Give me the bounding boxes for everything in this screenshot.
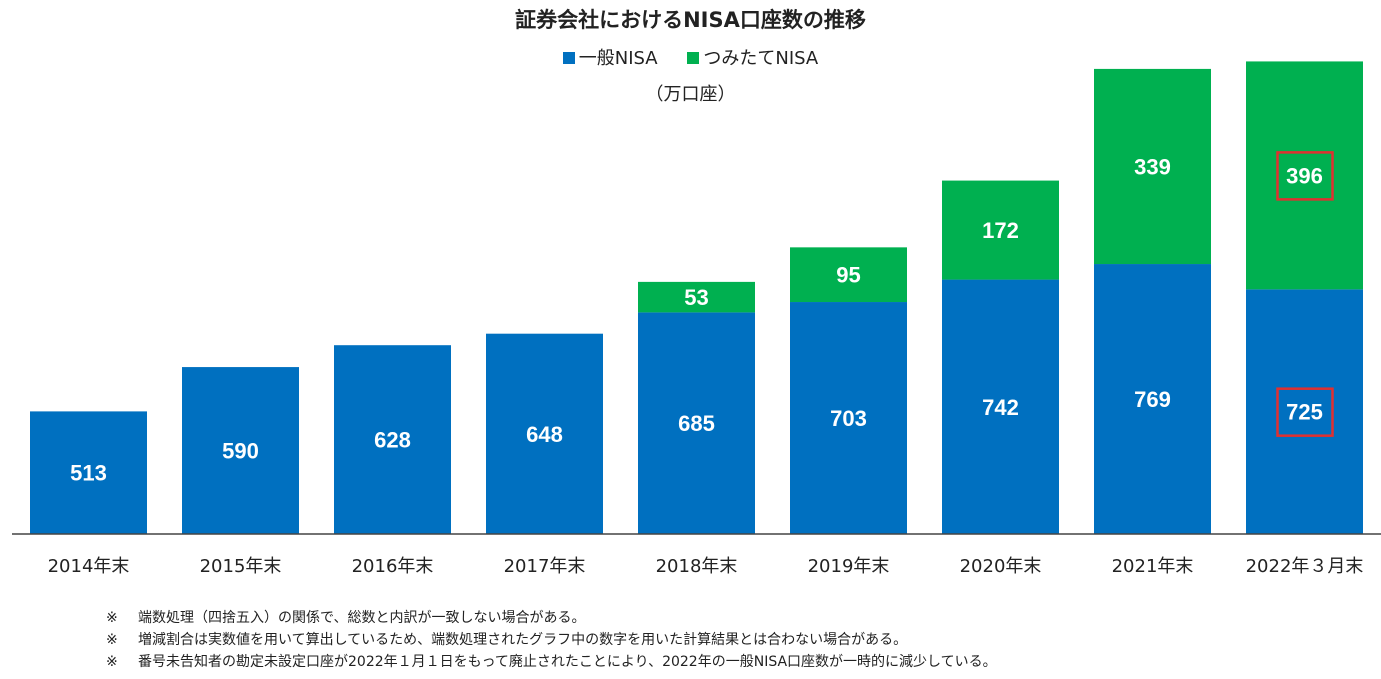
data-label: 648 <box>526 422 563 447</box>
data-label: 742 <box>982 395 1019 420</box>
footnote: ※ 番号未告知者の勘定未設定口座が2022年１月１日をもって廃止されたことにより、… <box>106 654 997 670</box>
bar-tsumitate <box>1246 61 1363 290</box>
x-tick-label: 2016年末 <box>352 556 434 577</box>
x-tick-label: 2020年末 <box>960 556 1042 577</box>
bar-tsumitate <box>790 247 907 303</box>
bar-tsumitate <box>1094 68 1211 265</box>
bar-general <box>1246 289 1363 534</box>
bar-general <box>638 312 755 534</box>
chart-title: 証券会社におけるNISA口座数の推移 <box>515 8 866 32</box>
bar-general <box>1094 264 1211 534</box>
bar-general <box>486 333 603 534</box>
data-label: 769 <box>1134 387 1171 412</box>
legend-swatch <box>687 52 700 64</box>
footnote: ※ 増減割合は実数値を用いて算出しているため、端数処理されたグラフ中の数字を用いた… <box>106 632 908 648</box>
data-label: 628 <box>374 428 411 453</box>
legend-item-general: 一般NISA <box>562 44 658 70</box>
footnote: ※ 端数処理（四捨五入）の関係で、総数と内訳が一致しない場合がある。 <box>106 610 586 626</box>
legend-item-tsumitate: つみたてNISA <box>687 44 818 70</box>
highlight-box <box>1276 387 1334 437</box>
bar-tsumitate <box>638 281 755 313</box>
data-label: 685 <box>678 411 715 436</box>
data-label: 396 <box>1286 163 1323 188</box>
footnotes: ※ 端数処理（四捨五入）の関係で、総数と内訳が一致しない場合がある。 ※ 増減割合は… <box>106 607 997 673</box>
x-tick-label: 2015年末 <box>200 556 282 577</box>
bar-tsumitate <box>942 180 1059 280</box>
data-label: 590 <box>222 439 259 464</box>
x-tick-label: 2021年末 <box>1112 556 1194 577</box>
legend: 一般NISA つみたてNISA <box>0 44 1381 70</box>
x-tick-label: 2017年末 <box>504 556 586 577</box>
data-label: 513 <box>70 461 107 486</box>
x-tick-label: 2014年末 <box>48 556 130 577</box>
x-tick-label: 2018年末 <box>656 556 738 577</box>
chart-plot: 513 2014年末 590 2015年末 628 2016年末 648 2017年末 685 5… <box>12 61 1381 577</box>
bar-general <box>182 367 299 534</box>
highlight-box <box>1276 151 1334 201</box>
legend-swatch <box>562 52 575 64</box>
bar-general <box>334 345 451 534</box>
x-tick-label: 2019年末 <box>808 556 890 577</box>
data-label: 53 <box>684 285 708 310</box>
data-label: 339 <box>1134 154 1171 179</box>
legend-label: つみたてNISA <box>703 48 819 69</box>
unit-label: （万口座） <box>645 84 736 105</box>
bar-general <box>790 302 907 534</box>
data-label: 172 <box>982 218 1019 243</box>
data-label: 725 <box>1286 400 1323 425</box>
x-tick-label: 2022年３月末 <box>1246 556 1364 577</box>
bar-general <box>30 411 147 534</box>
data-label: 703 <box>830 406 867 431</box>
bar-general <box>942 279 1059 534</box>
legend-label: 一般NISA <box>578 48 658 69</box>
data-label: 95 <box>836 263 860 288</box>
